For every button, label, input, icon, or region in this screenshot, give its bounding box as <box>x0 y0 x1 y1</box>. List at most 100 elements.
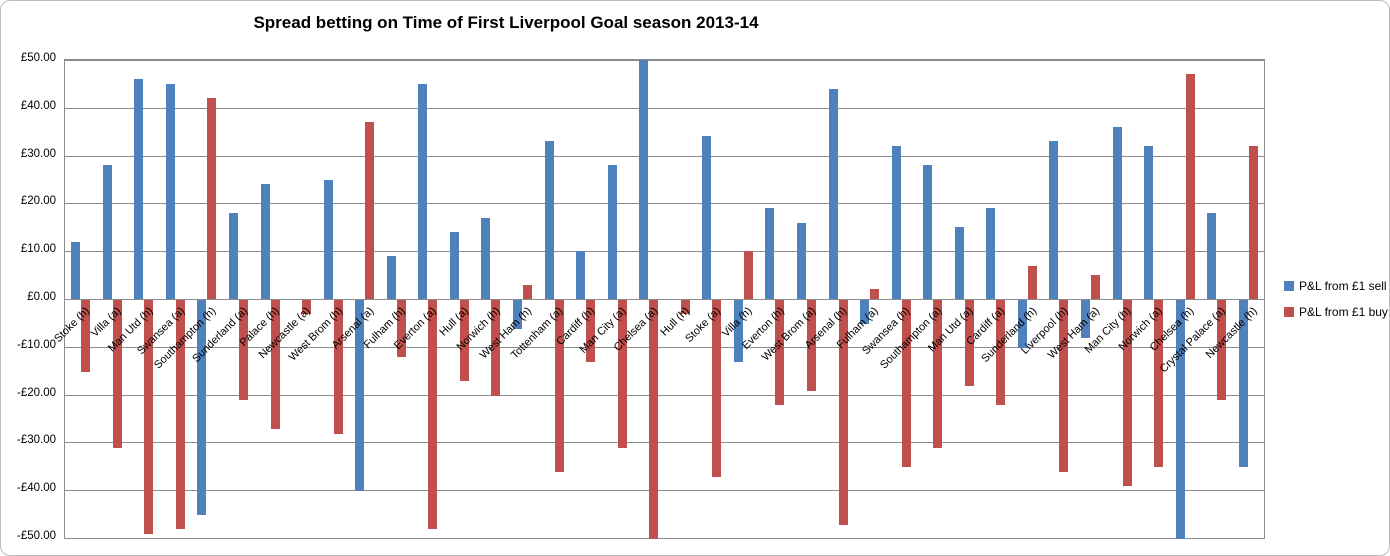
y-axis-label: £20.00 <box>20 195 56 208</box>
gridline <box>65 251 1264 253</box>
bar-sell <box>828 88 838 299</box>
y-axis-label: -£30.00 <box>16 434 56 447</box>
bar-sell <box>1080 300 1090 339</box>
bar-sell <box>733 300 743 363</box>
bar-sell <box>71 241 81 299</box>
x-axis-label: Newcastle (h) <box>1203 305 1260 362</box>
bar-sell <box>639 60 649 299</box>
bar-buy <box>586 300 596 363</box>
bar-buy <box>239 300 249 401</box>
bar-buy <box>933 300 943 449</box>
bar-buy <box>1059 300 1069 473</box>
bar-buy <box>649 300 659 539</box>
y-axis-label: -£50.00 <box>16 530 56 542</box>
bar-buy <box>333 300 343 434</box>
y-axis-label: £30.00 <box>20 147 56 160</box>
bar-buy <box>1185 74 1195 299</box>
bar-buy <box>1122 300 1132 487</box>
bar-buy <box>523 284 532 299</box>
bar-sell <box>1175 300 1185 539</box>
bar-buy <box>838 300 848 525</box>
bar-buy <box>870 289 880 299</box>
bar-sell <box>923 165 933 299</box>
gridline <box>65 394 1264 396</box>
bar-sell <box>386 255 396 299</box>
bar-buy <box>554 300 564 473</box>
gridline <box>65 203 1264 205</box>
legend-label-sell: P&L from £1 sell <box>1299 279 1387 293</box>
bar-sell <box>260 184 270 299</box>
bar-buy <box>428 300 438 530</box>
x-axis-label: West Ham (a) <box>1045 305 1102 362</box>
gridline <box>65 299 1264 300</box>
bar-sell <box>1238 300 1248 468</box>
bar-buy <box>365 122 375 299</box>
chart-title: Spread betting on Time of First Liverpoo… <box>253 13 759 32</box>
gridline <box>65 155 1264 157</box>
bar-buy <box>806 300 816 391</box>
bar-sell <box>481 217 491 299</box>
bar-sell <box>134 79 144 299</box>
bar-sell <box>449 232 459 299</box>
bar-sell <box>323 179 333 299</box>
legend-label-buy: P&L from £1 buy <box>1299 305 1388 319</box>
gridline <box>65 490 1264 492</box>
bar-sell <box>796 222 806 299</box>
y-axis-label: £10.00 <box>20 243 56 256</box>
bar-sell <box>513 300 522 329</box>
gridline <box>65 442 1264 444</box>
bar-sell <box>1017 300 1027 348</box>
bar-buy <box>112 300 122 449</box>
y-axis-label: £0.00 <box>27 291 56 303</box>
x-axis-label: West Ham (h) <box>477 305 535 362</box>
bar-sell <box>702 136 712 299</box>
bar-buy <box>175 300 185 530</box>
bar-sell <box>1049 141 1059 299</box>
bar-buy <box>775 300 785 406</box>
bar-sell <box>418 83 428 299</box>
bar-sell <box>986 208 996 299</box>
bar-buy <box>270 300 280 430</box>
bar-sell <box>197 300 207 516</box>
bar-buy <box>617 300 627 449</box>
bar-sell <box>1112 126 1122 299</box>
legend-swatch-sell <box>1284 281 1294 291</box>
bar-buy <box>1027 265 1037 299</box>
bar-buy <box>964 300 974 387</box>
bar-sell <box>229 212 239 299</box>
y-axis-label: -£20.00 <box>16 386 56 399</box>
bar-buy <box>491 300 501 396</box>
bar-sell <box>954 227 964 299</box>
plot-area: Stoke (h) Villa (a) Man Utd (h) Swansea (a)… <box>52 59 1265 539</box>
bar-sell <box>1207 212 1217 299</box>
bar-sell <box>607 165 617 299</box>
bar-buy <box>1248 146 1258 299</box>
bar-buy <box>743 251 753 299</box>
bar-sell <box>544 141 554 299</box>
bar-buy <box>302 300 312 315</box>
y-axis-label: £40.00 <box>20 99 56 112</box>
bar-buy <box>680 300 690 315</box>
y-axis-label: -£40.00 <box>16 482 56 495</box>
bar-buy <box>459 300 469 382</box>
gridline <box>65 538 1264 539</box>
bar-buy <box>1090 275 1100 299</box>
bar-sell <box>102 165 112 299</box>
y-axis-label: £50.00 <box>20 52 56 64</box>
bar-sell <box>891 146 901 299</box>
y-axis-label: -£10.00 <box>16 338 56 351</box>
y-axis: £50.00 £40.00 £30.00 £20.00 £10.00 £0.00 -£10.… <box>1 1 56 555</box>
bar-buy <box>396 300 406 358</box>
bar-sell <box>765 208 775 299</box>
bar-buy <box>1154 300 1164 468</box>
gridline <box>65 60 1264 61</box>
bar-sell <box>165 83 175 299</box>
bar-buy <box>207 98 217 299</box>
legend-swatch-buy <box>1284 307 1294 317</box>
bar-buy <box>901 300 911 468</box>
bar-buy <box>144 300 154 535</box>
bar-buy <box>996 300 1006 406</box>
legend-item-sell: P&L from £1 sell <box>1284 278 1388 294</box>
x-axis-label: Southampton (h) <box>152 305 219 372</box>
